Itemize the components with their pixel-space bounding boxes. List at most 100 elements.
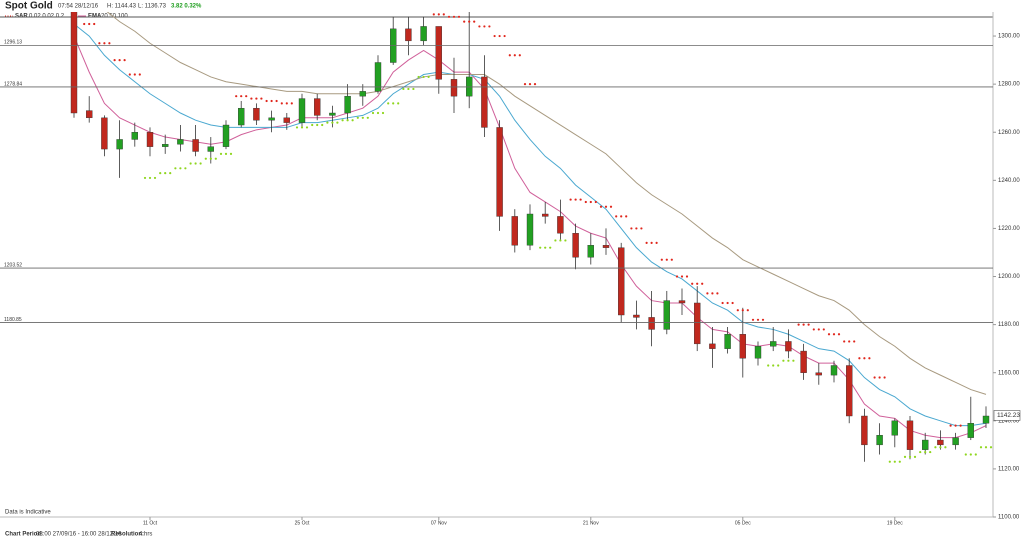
sar-dot [498, 34, 501, 38]
y-tick-label: 1300.00 [998, 34, 1020, 40]
sar-dot [346, 119, 349, 122]
sar-dot [539, 246, 542, 249]
candle-body [694, 302, 701, 345]
candle-body [435, 26, 442, 80]
y-tick-label: 1260.00 [998, 130, 1020, 136]
sar-dot [174, 167, 177, 170]
sar-dot [584, 200, 587, 204]
sar-dot [660, 258, 663, 261]
candle-body [861, 415, 868, 446]
sar-dot [929, 450, 932, 454]
candle-body [405, 28, 412, 42]
sar-dot [665, 258, 668, 261]
sar-dot [599, 205, 603, 208]
candle-body [906, 420, 914, 450]
sar-dot [959, 424, 962, 427]
candle-body [237, 107, 245, 126]
x-tick-label: 05 Dec [735, 520, 751, 526]
resolution: 4 hrs [139, 532, 152, 538]
sar-dot [878, 376, 881, 379]
change: 3.82 0.32% [171, 4, 202, 10]
sar-dot [919, 450, 922, 454]
period-label: Chart Period: [5, 532, 43, 538]
sar-dot [528, 83, 532, 86]
candle-body [70, 12, 78, 114]
sar-dot [924, 450, 927, 454]
sar-dot [787, 359, 790, 362]
candle-body [952, 437, 959, 446]
sar-dot [113, 58, 116, 62]
sar-dot [361, 116, 364, 119]
level-label: 1203.52 [4, 262, 22, 268]
sar-dot [159, 172, 162, 175]
sar-dot [397, 102, 400, 105]
sar-dot [356, 116, 359, 119]
sar-dot [331, 121, 334, 124]
sar-dot [351, 119, 354, 122]
sar-dot [214, 157, 217, 160]
candle-body [587, 245, 594, 258]
candle-body [177, 139, 184, 145]
sar-dot [726, 301, 729, 305]
sar-dot [594, 200, 597, 204]
sar-dot [989, 446, 993, 449]
sar-dot [564, 239, 567, 242]
sar-dot [295, 126, 299, 129]
sar-dot [260, 97, 263, 100]
sar-dot [164, 172, 167, 175]
sar-dot [974, 453, 977, 456]
sar-dot [751, 318, 755, 321]
candle-body [222, 124, 230, 147]
candle-body [785, 341, 792, 352]
sar-dot [138, 73, 141, 76]
sar-dot [229, 152, 233, 155]
sar-dot [908, 455, 912, 458]
sar-dot [772, 364, 775, 367]
sar-dot [670, 258, 673, 261]
sar-dot [442, 13, 445, 16]
level-label: 1180.85 [4, 317, 22, 323]
sar-dot [706, 292, 709, 295]
candle-body [724, 334, 731, 349]
sar-dot [275, 99, 278, 103]
sar-dot [984, 446, 988, 449]
timestamp: 07:54 28/12/16 [58, 4, 99, 10]
y-tick-label: 1180.00 [998, 322, 1020, 328]
sar-dot [807, 323, 810, 326]
y-tick-label: 1240.00 [998, 178, 1020, 184]
sar-dot [143, 176, 147, 180]
sar-dot [701, 282, 704, 285]
sar-dot [219, 152, 223, 155]
candle-body [982, 415, 990, 424]
sar-dot [554, 239, 557, 242]
high: H: 1144.43 [107, 4, 137, 10]
sar-dot [767, 364, 770, 367]
sar-dot [944, 446, 947, 449]
sar-dot [822, 328, 825, 331]
sar-dot [843, 340, 846, 343]
last-price-label: 1142.23 [997, 412, 1020, 419]
x-tick-label: 11 Oct [143, 520, 158, 526]
candle-body [374, 62, 382, 92]
candle-body [967, 423, 974, 438]
sar-dot [513, 54, 516, 57]
sar-dot [255, 97, 258, 100]
sar-dot [245, 95, 248, 98]
candle-body [542, 213, 549, 217]
y-tick-label: 1100.00 [998, 515, 1020, 521]
sar-dot [508, 54, 511, 57]
note: Data is Indicative [5, 510, 51, 516]
candle-body [739, 334, 746, 359]
sar-dot [148, 176, 152, 180]
sar-dot [412, 87, 415, 91]
y-tick-label: 1140.00 [998, 418, 1020, 424]
candle-body [557, 216, 564, 234]
sar-dot [893, 460, 896, 463]
candle-body [754, 346, 762, 359]
sar-dot [716, 292, 719, 295]
sar-dot [204, 157, 207, 160]
sar-dot [954, 424, 957, 427]
y-tick-label: 1220.00 [998, 226, 1020, 232]
sar-dot [235, 95, 238, 98]
sar-dot [736, 309, 739, 312]
